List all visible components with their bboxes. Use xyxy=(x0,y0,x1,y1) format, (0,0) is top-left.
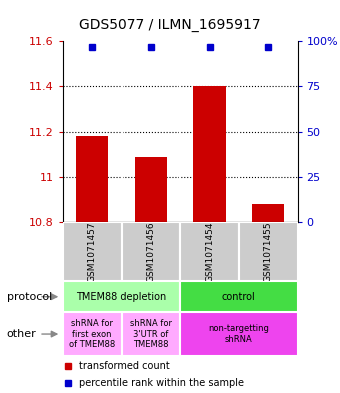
Bar xyxy=(193,86,226,222)
Bar xyxy=(63,281,180,312)
Text: shRNA for
first exon
of TMEM88: shRNA for first exon of TMEM88 xyxy=(69,319,115,349)
Text: TMEM88 depletion: TMEM88 depletion xyxy=(76,292,167,302)
Bar xyxy=(63,312,122,356)
Text: percentile rank within the sample: percentile rank within the sample xyxy=(79,378,244,387)
Text: transformed count: transformed count xyxy=(79,361,170,371)
Text: shRNA for
3'UTR of
TMEM88: shRNA for 3'UTR of TMEM88 xyxy=(130,319,172,349)
Bar xyxy=(122,222,180,281)
Bar xyxy=(63,222,122,281)
Bar xyxy=(76,136,108,222)
Text: GSM1071455: GSM1071455 xyxy=(264,221,273,282)
Bar xyxy=(135,156,167,222)
Text: protocol: protocol xyxy=(7,292,52,302)
Bar xyxy=(180,312,298,356)
Bar xyxy=(180,281,298,312)
Text: other: other xyxy=(7,329,36,339)
Bar xyxy=(122,312,180,356)
Bar xyxy=(252,204,284,222)
Text: non-targetting
shRNA: non-targetting shRNA xyxy=(208,324,269,344)
Text: GSM1071454: GSM1071454 xyxy=(205,221,214,282)
Text: GSM1071457: GSM1071457 xyxy=(88,221,97,282)
Bar xyxy=(239,222,298,281)
Bar xyxy=(180,222,239,281)
Text: control: control xyxy=(222,292,256,302)
Text: GDS5077 / ILMN_1695917: GDS5077 / ILMN_1695917 xyxy=(79,18,261,32)
Text: GSM1071456: GSM1071456 xyxy=(147,221,155,282)
